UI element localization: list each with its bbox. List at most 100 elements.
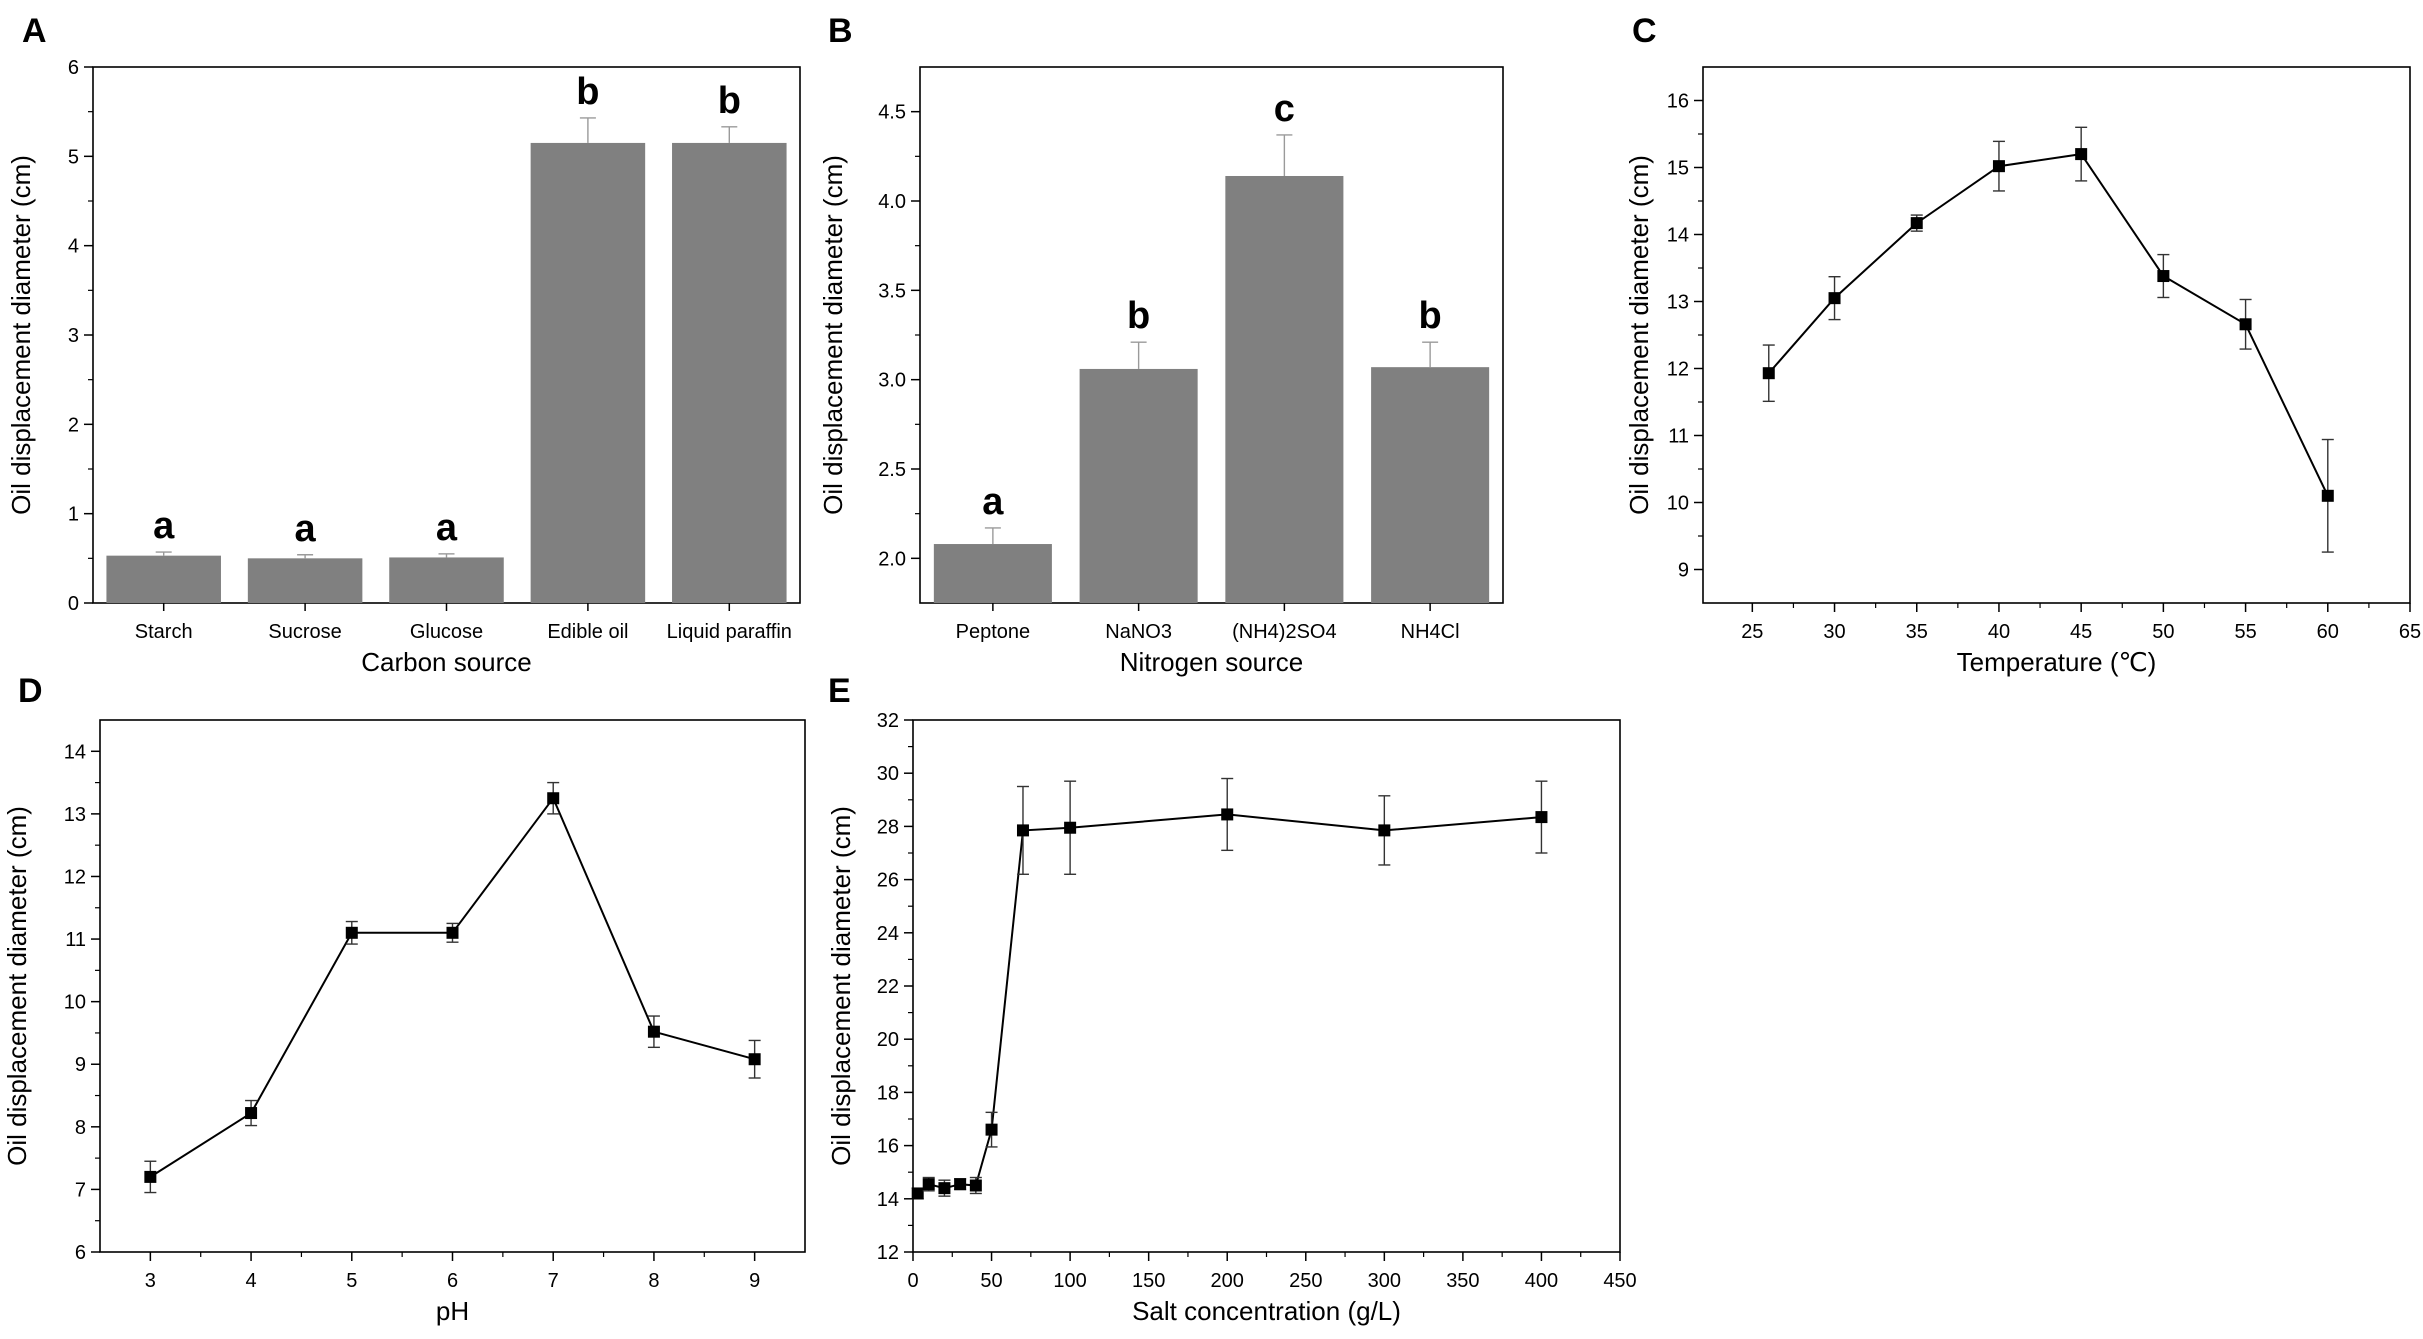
significance-letter: a <box>153 505 175 547</box>
x-tick-label: 300 <box>1368 1270 1401 1292</box>
y-tick-label: 26 <box>877 870 899 892</box>
significance-letter: a <box>436 507 458 549</box>
y-tick-label: 32 <box>877 710 899 732</box>
y-tick-label: 2 <box>68 414 79 436</box>
y-tick-label: 10 <box>64 992 86 1014</box>
y-tick-label: 6 <box>75 1242 86 1264</box>
y-tick-label: 24 <box>877 923 899 945</box>
x-tick-label: 55 <box>2234 621 2256 643</box>
y-tick-label: 4.5 <box>878 102 906 124</box>
plot-frame <box>1702 66 2411 604</box>
y-tick-label: 16 <box>877 1136 899 1158</box>
series-line <box>1768 153 2329 497</box>
bar <box>672 142 787 603</box>
y-tick-label: 30 <box>877 763 899 785</box>
panel-letter: E <box>828 672 851 710</box>
y-tick-label: 13 <box>64 804 86 826</box>
y-tick-label: 3.0 <box>878 370 906 392</box>
data-point <box>938 1182 951 1195</box>
y-tick-label: 16 <box>1667 91 1689 113</box>
x-axis-label: pH <box>436 1296 469 1326</box>
y-tick-label: 6 <box>68 57 79 79</box>
x-tick-label: 7 <box>548 1270 559 1292</box>
x-tick-label: Starch <box>135 621 193 643</box>
data-point <box>911 1187 924 1200</box>
data-point <box>1064 821 1077 834</box>
y-tick-label: 7 <box>75 1179 86 1201</box>
y-tick-label: 10 <box>1667 493 1689 515</box>
y-tick-label: 3 <box>68 325 79 347</box>
panel-letter: B <box>828 12 853 50</box>
data-point <box>2239 318 2252 331</box>
bar <box>1079 368 1198 603</box>
y-tick-label: 28 <box>877 816 899 838</box>
x-tick-label: NaNO3 <box>1105 621 1172 643</box>
y-tick-label: 9 <box>75 1054 86 1076</box>
y-tick-label: 12 <box>877 1242 899 1264</box>
data-point <box>345 926 358 939</box>
y-tick-label: 18 <box>877 1082 899 1104</box>
data-point <box>1535 811 1548 824</box>
data-point <box>1762 367 1775 380</box>
panel-letter: C <box>1632 12 1657 50</box>
significance-letter: b <box>576 71 599 113</box>
data-point <box>954 1178 967 1191</box>
panel-d-ph: D 6 7 8 9 10 11 12 13 14 Oil displacement diameter… <box>2 672 806 1326</box>
x-tick-label: 350 <box>1446 1270 1479 1292</box>
x-tick-label: 0 <box>907 1270 918 1292</box>
bar <box>106 555 221 603</box>
x-tick-label: 40 <box>1988 621 2010 643</box>
bar <box>933 544 1052 603</box>
y-axis-label: Oil displacement diameter (cm) <box>6 155 36 515</box>
x-tick-label: 6 <box>447 1270 458 1292</box>
data-point <box>748 1053 761 1066</box>
y-axis-label: Oil displacement diameter (cm) <box>818 155 848 515</box>
significance-letter: a <box>982 481 1004 523</box>
x-axis-label: Nitrogen source <box>1120 647 1304 677</box>
x-tick-label: Liquid paraffin <box>667 621 792 643</box>
significance-letter: b <box>1419 295 1442 337</box>
bar <box>1371 367 1490 603</box>
y-tick-label: 3.5 <box>878 280 906 302</box>
panel-b-nitrogen-source: B 2.0 2.5 3.0 3.5 4.0 4.5 Oil displacement diam… <box>818 12 1504 677</box>
data-point <box>1992 160 2005 173</box>
y-tick-label: 0 <box>68 593 79 615</box>
x-tick-label: 100 <box>1053 1270 1086 1292</box>
y-tick-label: 14 <box>64 741 86 763</box>
bar <box>1225 175 1344 603</box>
x-tick-label: 30 <box>1823 621 1845 643</box>
x-tick-label: (NH4)2SO4 <box>1232 621 1336 643</box>
x-tick-label: 3 <box>145 1270 156 1292</box>
x-tick-label: 50 <box>2152 621 2174 643</box>
panel-letter: D <box>18 672 43 710</box>
panel-a-carbon-source: A 0 1 2 3 4 5 6 Oil displacement diameter (cm) Ca… <box>6 12 801 677</box>
panel-letter: A <box>22 12 47 50</box>
bar <box>389 557 504 603</box>
x-axis-label: Salt concentration (g/L) <box>1132 1296 1401 1326</box>
x-tick-label: 35 <box>1906 621 1928 643</box>
data-point <box>2157 270 2170 283</box>
y-tick-label: 9 <box>1678 560 1689 582</box>
y-tick-label: 20 <box>877 1029 899 1051</box>
data-point <box>2321 489 2334 502</box>
x-tick-label: 200 <box>1211 1270 1244 1292</box>
data-point <box>1828 292 1841 305</box>
x-tick-label: 450 <box>1603 1270 1636 1292</box>
y-tick-label: 14 <box>1667 225 1689 247</box>
y-tick-label: 5 <box>68 146 79 168</box>
y-axis-label: Oil displacement diameter (cm) <box>1624 155 1654 515</box>
data-point <box>446 926 459 939</box>
x-tick-label: Peptone <box>956 621 1031 643</box>
significance-letter: c <box>1274 88 1295 130</box>
y-tick-label: 8 <box>75 1117 86 1139</box>
series-line <box>149 796 755 1178</box>
y-tick-label: 11 <box>1668 426 1689 448</box>
y-tick-label: 4.0 <box>878 191 906 213</box>
y-tick-label: 12 <box>1667 359 1689 381</box>
x-tick-label: Edible oil <box>547 621 628 643</box>
y-tick-label: 2.0 <box>878 548 906 570</box>
significance-letter: b <box>1127 295 1150 337</box>
x-tick-label: 65 <box>2399 621 2421 643</box>
y-axis-label: Oil displacement diameter (cm) <box>2 806 32 1166</box>
